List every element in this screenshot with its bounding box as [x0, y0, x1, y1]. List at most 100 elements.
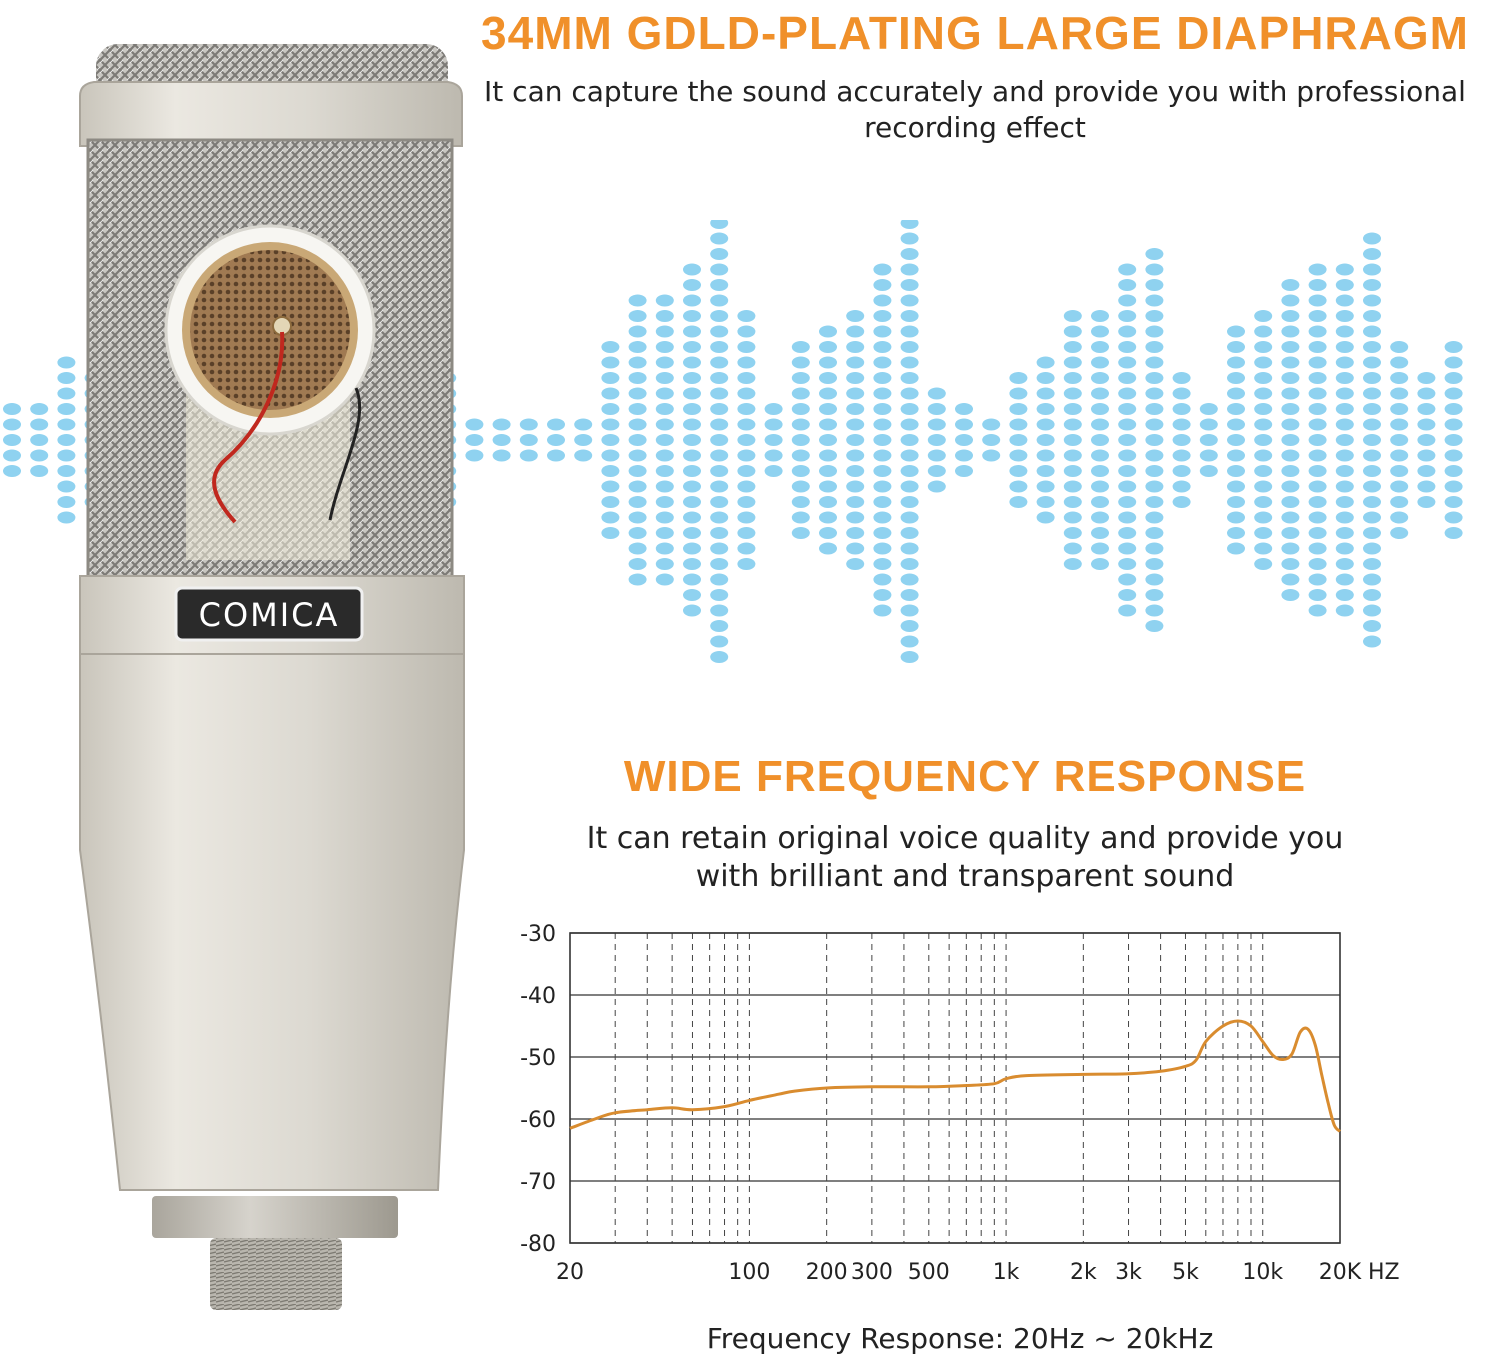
- wave-dot: [3, 403, 21, 415]
- wave-dot: [1118, 341, 1137, 353]
- wave-dot: [819, 372, 837, 384]
- wave-column: [30, 403, 49, 477]
- wave-dot: [1363, 279, 1381, 291]
- wave-dot: [1118, 589, 1137, 601]
- wave-dot: [1118, 418, 1137, 431]
- wave-dot: [683, 496, 701, 508]
- wave-dot: [1335, 310, 1354, 322]
- wave-dot: [1118, 496, 1137, 508]
- wave-dot: [710, 387, 729, 400]
- wave-dot: [1227, 341, 1245, 353]
- wave-dot: [492, 434, 511, 446]
- wave-dot: [1063, 465, 1082, 477]
- wave-column: [601, 341, 620, 539]
- wave-dot: [1172, 372, 1191, 384]
- wave-dot: [1363, 434, 1381, 446]
- wave-column: [3, 403, 21, 477]
- wave-column: [547, 418, 565, 462]
- wave-dot: [873, 310, 892, 322]
- wave-dot: [1091, 387, 1109, 400]
- wave-dot: [1390, 372, 1409, 384]
- wave-dot: [1254, 496, 1273, 508]
- wave-dot: [1091, 542, 1109, 555]
- wave-dot: [846, 341, 865, 353]
- wave-dot: [1063, 341, 1082, 353]
- wave-column: [1308, 263, 1327, 617]
- wave-dot: [1118, 480, 1137, 493]
- wave-dot: [655, 527, 674, 539]
- wave-dot: [791, 403, 810, 415]
- wave-dot: [1308, 356, 1327, 369]
- wave-dot: [846, 496, 865, 508]
- wave-dot: [900, 403, 919, 415]
- wave-dot: [1363, 387, 1381, 400]
- wave-dot: [1091, 372, 1109, 384]
- wave-dot: [737, 325, 756, 338]
- wave-column: [764, 403, 783, 477]
- wave-dot: [900, 325, 919, 338]
- wave-dot: [900, 589, 919, 601]
- wave-dot: [547, 434, 565, 446]
- wave-dot: [900, 465, 919, 477]
- wave-dot: [1254, 387, 1273, 400]
- wave-dot: [628, 542, 647, 555]
- wave-dot: [710, 496, 729, 508]
- wave-dot: [465, 418, 484, 431]
- wave-dot: [601, 341, 620, 353]
- wave-dot: [57, 372, 76, 384]
- wave-dot: [1363, 263, 1381, 276]
- wave-dot: [1036, 480, 1055, 493]
- wave-dot: [1444, 403, 1463, 415]
- wave-dot: [1254, 372, 1273, 384]
- wave-dot: [1145, 604, 1164, 617]
- wave-dot: [873, 573, 892, 586]
- wave-dot: [1091, 511, 1109, 524]
- diaphragm-capsule: [190, 250, 350, 410]
- wave-dot: [900, 496, 919, 508]
- wave-dot: [1227, 325, 1245, 338]
- wave-dot: [683, 279, 701, 291]
- wave-dot: [791, 387, 810, 400]
- wave-dot: [1390, 465, 1409, 477]
- wave-dot: [1199, 434, 1218, 446]
- wave-dot: [1009, 496, 1028, 508]
- wave-dot: [1308, 310, 1327, 322]
- wave-dot: [1363, 418, 1381, 431]
- wave-dot: [982, 449, 1001, 462]
- wave-dot: [1118, 279, 1137, 291]
- wave-dot: [1091, 418, 1109, 431]
- wave-dot: [1227, 434, 1245, 446]
- wave-dot: [900, 263, 919, 276]
- wave-dot: [1227, 418, 1245, 431]
- wave-dot: [737, 418, 756, 431]
- wave-dot: [683, 573, 701, 586]
- wave-dot: [57, 511, 76, 524]
- wave-dot: [900, 604, 919, 617]
- wave-dot: [1091, 480, 1109, 493]
- wave-dot: [547, 418, 565, 431]
- wave-dot: [1227, 372, 1245, 384]
- wave-dot: [1063, 480, 1082, 493]
- wave-dot: [1091, 341, 1109, 353]
- wave-dot: [1254, 341, 1273, 353]
- wave-column: [1036, 356, 1055, 524]
- wave-dot: [819, 449, 837, 462]
- wave-dot: [683, 542, 701, 555]
- wave-dot: [1145, 449, 1164, 462]
- wave-dot: [1281, 372, 1300, 384]
- wave-column: [1091, 310, 1109, 570]
- wave-dot: [1063, 542, 1082, 555]
- wave-dot: [1363, 527, 1381, 539]
- wave-dot: [791, 449, 810, 462]
- wave-dot: [1199, 465, 1218, 477]
- wave-dot: [1281, 589, 1300, 601]
- x-tick-label: 2k: [1070, 1260, 1097, 1285]
- wave-dot: [1172, 465, 1191, 477]
- wave-dot: [655, 542, 674, 555]
- wave-dot: [1227, 356, 1245, 369]
- wave-dot: [1390, 449, 1409, 462]
- wave-dot: [1091, 558, 1109, 570]
- wave-dot: [1227, 527, 1245, 539]
- wave-dot: [710, 418, 729, 431]
- wave-dot: [873, 527, 892, 539]
